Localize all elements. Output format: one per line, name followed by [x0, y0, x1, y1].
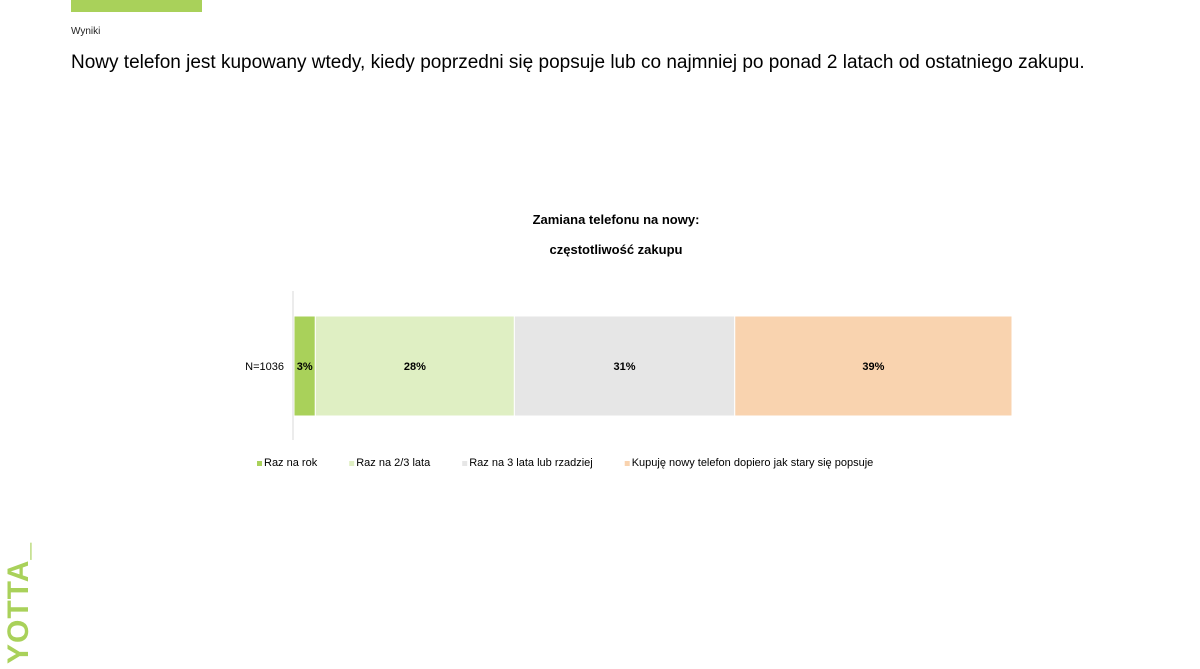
legend-swatch-4	[624, 461, 630, 466]
legend-label-1: Raz na rok	[264, 457, 318, 469]
accent-bar	[71, 0, 202, 12]
chart-subtitle: częstotliwość zakupu	[549, 242, 683, 257]
section-label: Wyniki	[71, 26, 101, 37]
legend-label-4: Kupuję nowy telefon dopiero jak stary si…	[632, 457, 874, 469]
legend-swatch-1	[257, 461, 262, 466]
bar-segment-3	[513, 315, 736, 417]
data-label-4: 39%	[862, 361, 884, 373]
brand-logo: YOTTA_	[2, 541, 35, 664]
legend-swatch-2	[349, 461, 355, 466]
bar-segment-4	[734, 315, 1013, 417]
legend-label-3: Raz na 3 lata lub rzadziej	[469, 457, 593, 469]
legend-label-2: Raz na 2/3 lata	[356, 457, 431, 469]
data-label-1: 3%	[297, 361, 313, 373]
category-label: N=1036	[245, 361, 284, 373]
data-label-2: 28%	[404, 361, 426, 373]
bar-segment-2	[314, 315, 515, 417]
legend-swatch-3	[462, 461, 468, 466]
data-label-3: 31%	[614, 361, 636, 373]
page-title: Nowy telefon jest kupowany wtedy, kiedy …	[71, 52, 1085, 73]
chart-title: Zamiana telefonu na nowy:	[532, 212, 700, 227]
